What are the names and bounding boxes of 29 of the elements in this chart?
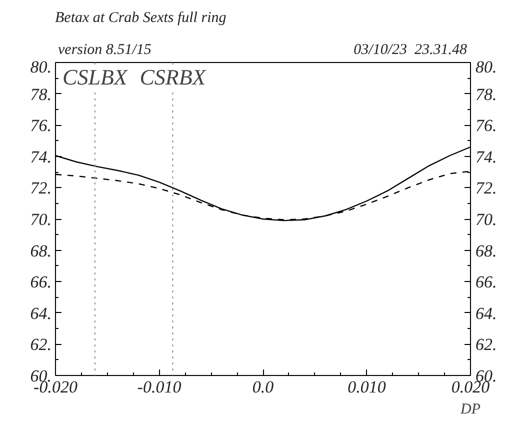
text: version 8.51/15	[58, 41, 152, 60]
y2-tick-label: 74.	[476, 147, 497, 166]
y-tick-label: 80.	[30, 58, 52, 76]
y-tick-label: 72.	[30, 178, 52, 198]
y2-tick-label: 80.	[476, 58, 497, 76]
y-tick-label: 62.	[30, 335, 52, 354]
y-tick-label: 64.	[30, 304, 52, 323]
ref-line-label: CSRBX	[140, 64, 208, 90]
ref-line-label: CSLBX	[62, 64, 129, 90]
text: 03/10/23 23.31.48	[354, 41, 467, 60]
y-tick-label: 66.	[30, 272, 52, 292]
x-tick-label: 0.0	[252, 378, 274, 396]
y2-tick-label: 70.	[476, 210, 497, 229]
y-tick-label: 76.	[30, 116, 52, 136]
y-tick-label: 78.	[30, 84, 52, 104]
y2-tick-label: 64.	[476, 304, 497, 323]
x-axis-title: DP	[460, 402, 480, 418]
y2-tick-label: 78.	[476, 84, 497, 104]
y-tick-label: 68.	[30, 241, 52, 260]
y2-tick-label: 76.	[476, 116, 497, 136]
y2-tick-label: 68.	[476, 241, 497, 260]
y2-tick-label: 62.	[476, 335, 497, 354]
x-tick-label: -0.010	[137, 378, 182, 396]
y-tick-label: 70.	[30, 210, 52, 229]
y2-tick-label: 66.	[476, 272, 497, 292]
x-tick-label: 0.010	[348, 378, 386, 396]
y-tick-label: 74.	[30, 147, 52, 166]
chart-title: Betax at Crab Sexts full ring	[55, 9, 226, 28]
y2-tick-label: 72.	[476, 178, 497, 198]
